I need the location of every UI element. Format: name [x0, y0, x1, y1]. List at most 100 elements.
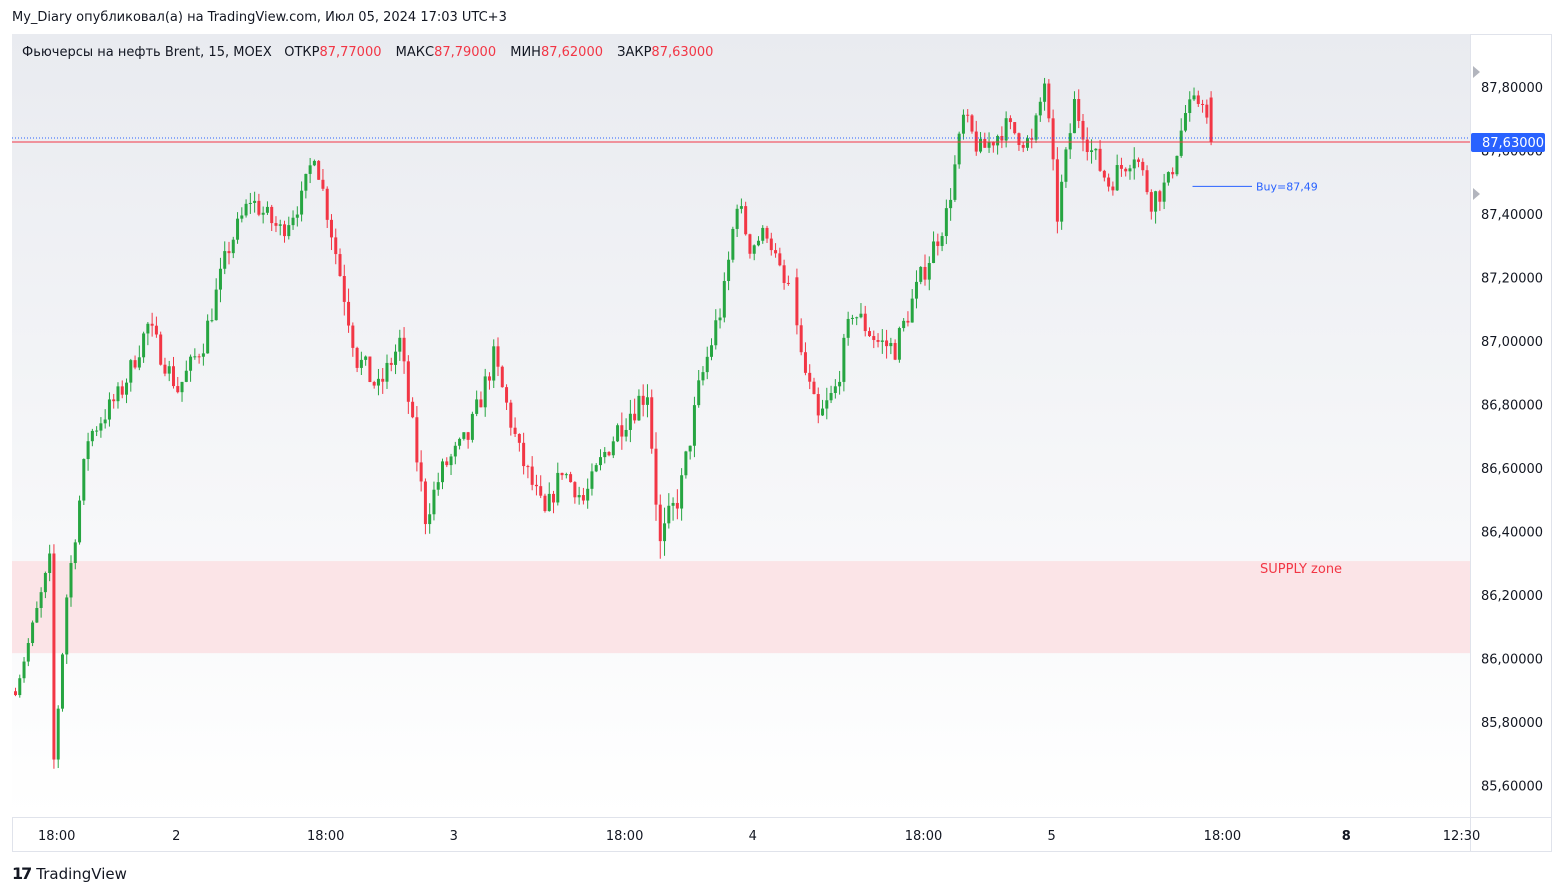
candle[interactable]	[423, 478, 427, 535]
candle[interactable]	[641, 384, 645, 417]
candle[interactable]	[957, 131, 961, 169]
candle[interactable]	[278, 219, 282, 236]
candle[interactable]	[1034, 113, 1038, 143]
candle[interactable]	[611, 436, 615, 459]
candle[interactable]	[206, 314, 210, 354]
candle[interactable]	[897, 326, 901, 363]
candle[interactable]	[812, 377, 816, 395]
candle[interactable]	[735, 204, 739, 238]
candle[interactable]	[910, 289, 914, 323]
candle[interactable]	[462, 432, 466, 441]
candle[interactable]	[808, 364, 812, 390]
candle[interactable]	[782, 259, 786, 290]
candle[interactable]	[684, 450, 688, 479]
candle[interactable]	[419, 450, 423, 492]
candle[interactable]	[133, 355, 137, 370]
candle[interactable]	[663, 507, 667, 556]
candle[interactable]	[650, 389, 654, 454]
candle[interactable]	[697, 370, 701, 408]
candle[interactable]	[539, 475, 543, 499]
candle[interactable]	[859, 303, 863, 319]
candle[interactable]	[983, 132, 987, 148]
candle[interactable]	[1201, 99, 1205, 113]
candle[interactable]	[334, 228, 338, 265]
candle[interactable]	[1166, 171, 1170, 186]
candle[interactable]	[253, 191, 257, 213]
candle[interactable]	[1141, 158, 1145, 176]
candle[interactable]	[1183, 105, 1187, 133]
candle[interactable]	[201, 343, 205, 366]
candle[interactable]	[513, 417, 517, 438]
candle[interactable]	[996, 134, 1000, 155]
candle[interactable]	[304, 173, 308, 199]
candle[interactable]	[590, 463, 594, 496]
candle[interactable]	[1107, 173, 1111, 192]
candle[interactable]	[821, 399, 825, 416]
candle[interactable]	[1038, 97, 1042, 122]
candle[interactable]	[1068, 123, 1072, 159]
candle[interactable]	[103, 409, 107, 429]
candle[interactable]	[1124, 167, 1128, 177]
candle[interactable]	[223, 241, 227, 275]
candle[interactable]	[329, 214, 333, 251]
candle[interactable]	[193, 348, 197, 360]
candle[interactable]	[86, 432, 90, 471]
candle[interactable]	[82, 458, 86, 506]
candle[interactable]	[829, 385, 833, 404]
candle[interactable]	[376, 368, 380, 396]
candle[interactable]	[940, 232, 944, 252]
candle[interactable]	[116, 382, 120, 409]
candle[interactable]	[483, 368, 487, 417]
candle[interactable]	[176, 376, 180, 394]
candle[interactable]	[291, 210, 295, 230]
candle[interactable]	[761, 225, 765, 244]
candle[interactable]	[692, 396, 696, 458]
candle[interactable]	[78, 495, 82, 545]
candle[interactable]	[1192, 87, 1196, 102]
candle[interactable]	[112, 393, 116, 409]
candle[interactable]	[710, 338, 714, 361]
candle[interactable]	[991, 141, 995, 153]
candle[interactable]	[671, 497, 675, 521]
candle[interactable]	[1137, 157, 1141, 168]
candle[interactable]	[154, 316, 158, 338]
candle[interactable]	[479, 391, 483, 408]
candle[interactable]	[35, 601, 39, 624]
candle[interactable]	[449, 453, 453, 475]
candle[interactable]	[505, 384, 509, 411]
candle[interactable]	[1128, 164, 1132, 180]
candle[interactable]	[90, 428, 94, 447]
candle[interactable]	[137, 345, 141, 371]
candle[interactable]	[1047, 79, 1051, 123]
candle[interactable]	[470, 411, 474, 443]
candle[interactable]	[970, 114, 974, 134]
candle[interactable]	[752, 244, 756, 261]
candle[interactable]	[1209, 91, 1213, 146]
candle[interactable]	[1008, 115, 1012, 130]
candle[interactable]	[342, 264, 346, 316]
candle[interactable]	[1064, 147, 1068, 188]
candle[interactable]	[1179, 118, 1183, 158]
scroll-up-arrow-icon[interactable]	[1473, 66, 1480, 78]
candle[interactable]	[1085, 127, 1089, 161]
candle[interactable]	[1171, 167, 1175, 179]
candle[interactable]	[236, 212, 240, 244]
candle[interactable]	[624, 418, 628, 442]
candle[interactable]	[394, 344, 398, 375]
candle[interactable]	[637, 389, 641, 421]
candle[interactable]	[872, 330, 876, 349]
candle[interactable]	[274, 216, 278, 233]
candle[interactable]	[863, 305, 867, 337]
candle[interactable]	[731, 226, 735, 263]
candle[interactable]	[688, 445, 692, 460]
candle[interactable]	[722, 272, 726, 323]
candle[interactable]	[876, 333, 880, 348]
candle[interactable]	[1205, 99, 1209, 124]
candle[interactable]	[351, 322, 355, 357]
candle[interactable]	[338, 248, 342, 277]
candle[interactable]	[436, 472, 440, 496]
candle[interactable]	[701, 366, 705, 386]
candle[interactable]	[1051, 109, 1055, 171]
candle[interactable]	[577, 486, 581, 505]
candle[interactable]	[295, 206, 299, 227]
